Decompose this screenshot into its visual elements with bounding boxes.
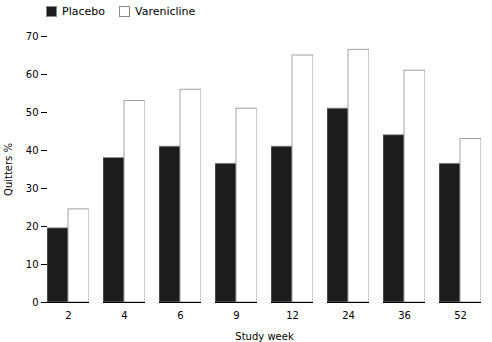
svg-text:50: 50 [26, 107, 39, 118]
svg-text:30: 30 [26, 183, 39, 194]
svg-text:52: 52 [454, 310, 467, 321]
svg-text:24: 24 [342, 310, 355, 321]
svg-text:4: 4 [121, 310, 127, 321]
svg-text:0: 0 [32, 297, 38, 308]
svg-text:36: 36 [398, 310, 411, 321]
svg-text:Study week: Study week [235, 331, 294, 342]
svg-text:9: 9 [233, 310, 239, 321]
svg-text:6: 6 [177, 310, 183, 321]
svg-text:40: 40 [26, 145, 39, 156]
svg-text:12: 12 [286, 310, 299, 321]
svg-text:2: 2 [65, 310, 71, 321]
html-text:Placebo: Placebo [62, 4, 105, 18]
svg-text:10: 10 [26, 259, 39, 270]
html-text:Varenicline: Varenicline [135, 4, 196, 18]
svg-text:70: 70 [26, 31, 39, 42]
svg-text:Quitters %: Quitters % [3, 143, 14, 196]
svg-text:60: 60 [26, 69, 39, 80]
svg-text:20: 20 [26, 221, 39, 232]
